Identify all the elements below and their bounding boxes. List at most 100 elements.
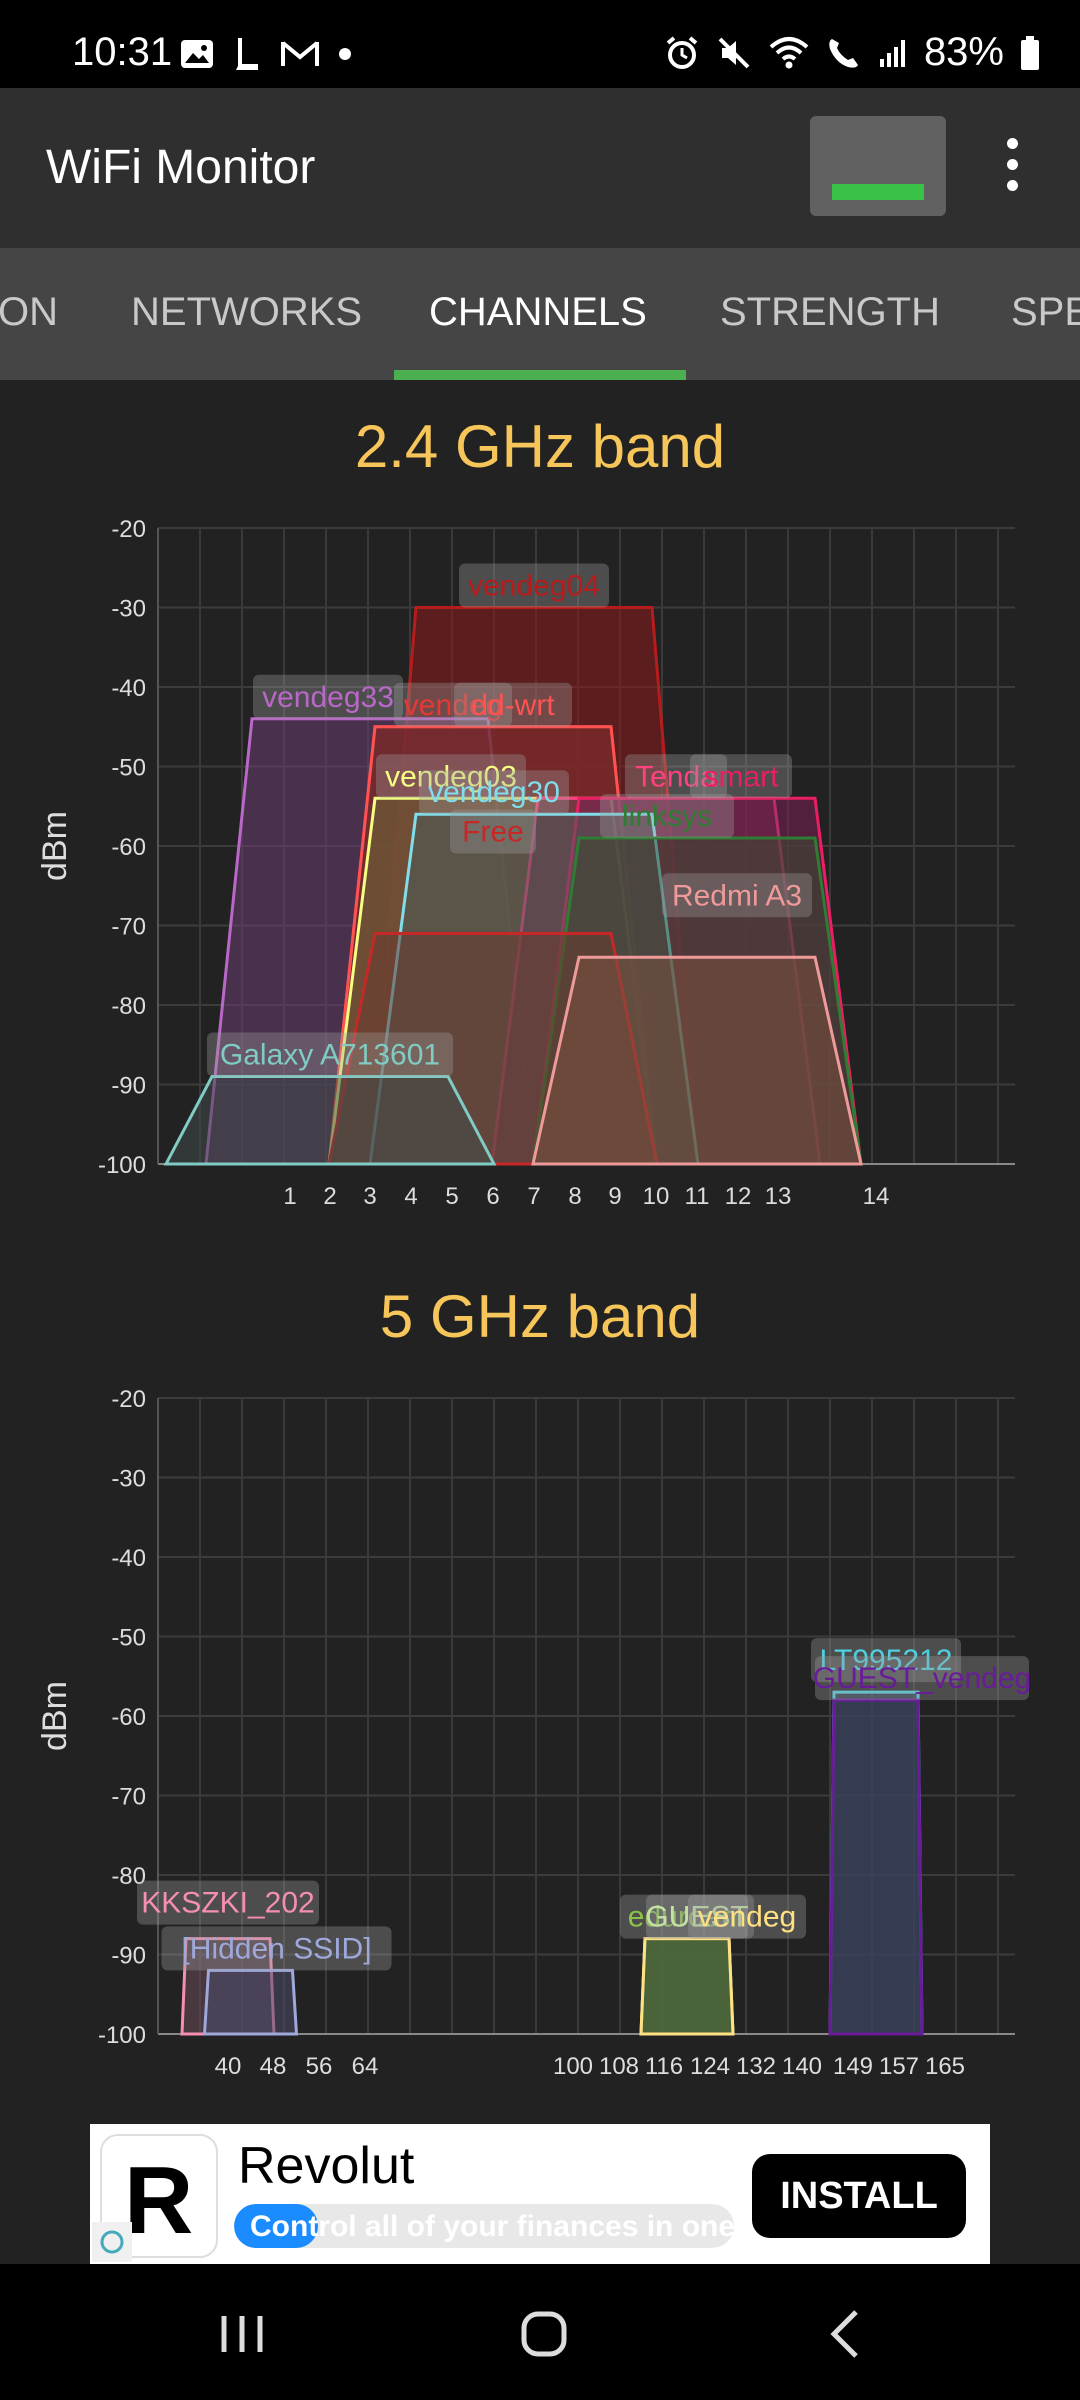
ad-tagline: Control all of your finances in one p [234, 2204, 734, 2248]
network-label-bg [688, 1894, 806, 1939]
band-title-5ghz: 5 GHz band [379, 1283, 701, 1350]
adchoices-icon[interactable] [92, 2222, 132, 2262]
wifi-call-icon [829, 38, 858, 68]
x-tick-label: 14 [863, 1183, 890, 1210]
status-bar: 10:31 83% [0, 0, 1080, 88]
wifi-icon [769, 36, 809, 68]
y-tick-label: -30 [111, 1466, 146, 1493]
network-label: GUEST [645, 1901, 748, 1934]
x-tick-label: 8 [568, 1183, 581, 1210]
network-label: GUEST_vendeg [813, 1662, 1031, 1695]
y-axis-label: dBm [36, 811, 74, 881]
network-label: dd-wrt [471, 689, 555, 722]
x-tick-label: 4 [404, 1183, 417, 1210]
active-tab-indicator [394, 370, 686, 380]
y-tick-label: -60 [111, 834, 146, 861]
back-icon[interactable] [808, 2294, 888, 2374]
network-label: Galaxy A713601 [220, 1039, 440, 1072]
x-tick-label: 149 [833, 2053, 873, 2080]
y-tick-label: -70 [111, 1784, 146, 1811]
network-label-bg [620, 1894, 754, 1939]
network-label: vendeg33 [262, 681, 394, 714]
network-label-bg [419, 770, 569, 815]
overflow-menu-icon[interactable] [994, 138, 1030, 198]
network-label: linksys [622, 800, 712, 833]
x-tick-label: 5 [445, 1183, 458, 1210]
x-tick-label: 10 [643, 1183, 670, 1210]
channel-curve [639, 1937, 735, 2036]
y-axis-label: dBm [36, 1681, 74, 1751]
tab-speed[interactable]: SPE [1011, 290, 1080, 334]
connection-signal-button[interactable] [810, 116, 946, 216]
l-app-icon [236, 38, 258, 70]
x-tick-label: 56 [306, 2053, 333, 2080]
x-tick-label: 11 [685, 1183, 710, 1210]
install-button[interactable]: INSTALL [752, 2154, 966, 2238]
cell-signal-icon [879, 39, 905, 67]
y-tick-label: -30 [111, 596, 146, 623]
tab-strength[interactable]: STRENGTH [720, 290, 940, 334]
network-label: vendeg [404, 689, 502, 722]
alarm-icon [666, 35, 698, 69]
network-label-bg [253, 674, 403, 719]
dot-icon [339, 48, 351, 60]
network-label-bg [137, 1880, 319, 1925]
y-tick-label: -40 [111, 675, 146, 702]
network-label: vendeg03 [385, 760, 517, 793]
x-tick-label: 48 [260, 2053, 287, 2080]
network-label-bg [662, 873, 812, 918]
x-tick-label: 13 [765, 1183, 792, 1210]
x-tick-label: 140 [782, 2053, 822, 2080]
revolut-logo: R [100, 2134, 218, 2258]
x-tick-label: 116 [645, 2053, 683, 2080]
channel-curve [202, 1968, 299, 2036]
network-label-bg [394, 682, 512, 727]
tab-bar: ON NETWORKS CHANNELS STRENGTH SPE [0, 248, 1080, 380]
network-label: vendeg04 [468, 570, 600, 603]
network-label-bg [454, 682, 572, 727]
band-title-24ghz: 2.4 GHz band [354, 413, 726, 480]
network-label-bg [646, 1894, 748, 1939]
chart-5ghz: -20 -30 -40 -50 -60 -70 -80 -90 -100 dBm 40 48 56 64 1… [0, 1380, 1080, 2100]
status-left-icons [180, 36, 352, 72]
tab-channels[interactable]: CHANNELS [429, 290, 647, 334]
gmail-icon [281, 41, 319, 66]
network-label-bg [161, 1926, 392, 1971]
x-tick-label: 12 [725, 1183, 752, 1210]
network-label: eduroam [628, 1901, 746, 1934]
y-tick-label: -50 [111, 1625, 146, 1652]
x-tick-label: 100 [553, 2053, 593, 2080]
network-label: vendeg30 [428, 776, 560, 809]
chart-5ghz-svg: -20 -30 -40 -50 -60 -70 -80 -90 -100 dBm 40 48 56 64 1… [36, 1386, 1031, 2080]
mute-icon [718, 37, 750, 68]
tab-networks[interactable]: NETWORKS [131, 290, 363, 334]
x-tick-label: 132 [736, 2053, 776, 2080]
tab-connection[interactable]: ON [0, 290, 58, 334]
y-tick-label: -80 [111, 1863, 146, 1890]
battery-percent: 83% [923, 30, 1004, 74]
status-right-icons: 83% [664, 30, 1040, 75]
network-label-bg [690, 754, 792, 799]
y-tick-label: -100 [98, 1152, 146, 1179]
channel-curve [531, 955, 863, 1166]
y-tick-label: -80 [111, 993, 146, 1020]
network-label-bg [625, 754, 727, 799]
ad-tagline-text: Control all of your finances in one p [250, 2210, 734, 2243]
navigation-bar [0, 2264, 1080, 2400]
y-tick-label: -90 [111, 1073, 146, 1100]
y-tick-label: -40 [111, 1545, 146, 1572]
network-label: Free [462, 815, 524, 848]
network-label-bg [450, 809, 536, 854]
y-tick-label: -20 [111, 1386, 146, 1413]
image-icon [181, 40, 213, 68]
network-label-bg [459, 563, 609, 608]
recents-icon[interactable] [202, 2294, 282, 2374]
battery-icon [1021, 35, 1039, 70]
network-label-bg [811, 1638, 961, 1683]
home-icon[interactable] [504, 2294, 584, 2374]
network-label-bg [815, 1656, 1029, 1701]
y-tick-label: -100 [98, 2022, 146, 2049]
ad-banner[interactable]: R Revolut Control all of your finances i… [90, 2124, 990, 2264]
network-label: LT995212 [820, 1644, 953, 1677]
network-label-bg [600, 794, 734, 839]
